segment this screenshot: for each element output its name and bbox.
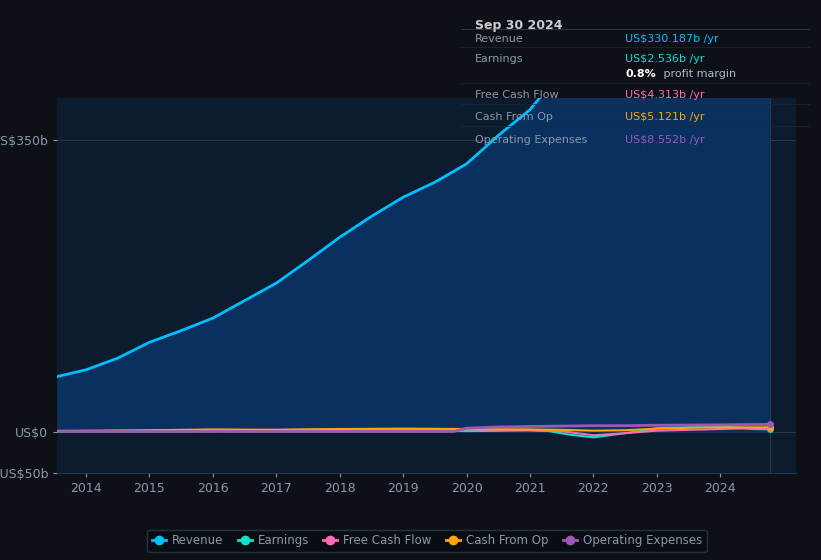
Text: US$330.187b /yr: US$330.187b /yr [626, 34, 719, 44]
Text: Cash From Op: Cash From Op [475, 112, 553, 122]
Legend: Revenue, Earnings, Free Cash Flow, Cash From Op, Operating Expenses: Revenue, Earnings, Free Cash Flow, Cash … [147, 530, 707, 552]
Text: Operating Expenses: Operating Expenses [475, 134, 588, 144]
Text: US$4.313b /yr: US$4.313b /yr [626, 90, 705, 100]
Text: Free Cash Flow: Free Cash Flow [475, 90, 559, 100]
Text: Earnings: Earnings [475, 54, 524, 64]
Text: US$2.536b /yr: US$2.536b /yr [626, 54, 705, 64]
Text: profit margin: profit margin [660, 69, 736, 80]
Text: US$8.552b /yr: US$8.552b /yr [626, 134, 705, 144]
Text: Revenue: Revenue [475, 34, 524, 44]
Text: 0.8%: 0.8% [626, 69, 656, 80]
Text: US$5.121b /yr: US$5.121b /yr [626, 112, 705, 122]
Text: Sep 30 2024: Sep 30 2024 [475, 19, 563, 32]
